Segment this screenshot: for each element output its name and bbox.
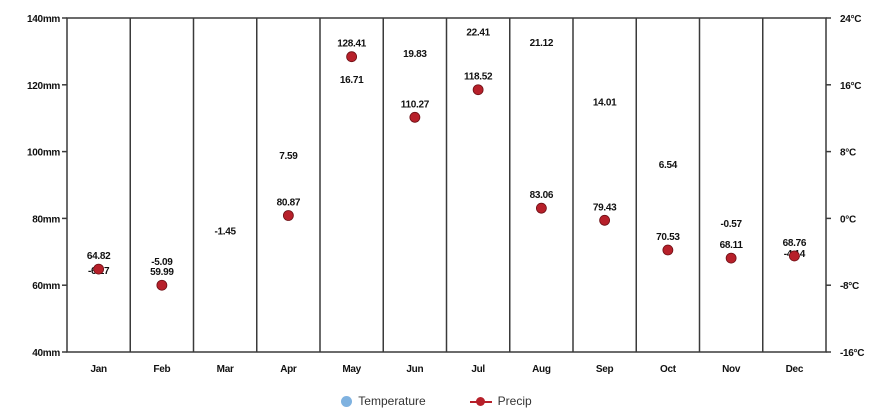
- legend-precip-label: Precip: [497, 394, 532, 408]
- climate-chart: 40mm 60mm 80mm 100mm 120mm 140mm -16°C -8°C 0°C 8…: [27, 14, 865, 375]
- temperature-data-label: -0.57: [720, 219, 742, 230]
- x-axis-tick-label: Apr: [280, 364, 297, 375]
- precip-point: [156, 279, 168, 291]
- legend-temperature-label: Temperature: [358, 394, 426, 408]
- chart-legend: Temperature Precip: [0, 394, 873, 408]
- temperature-data-label: 19.83: [403, 49, 427, 60]
- left-axis-tick-label: 100mm: [27, 148, 60, 159]
- right-axis-tick-label: -16°C: [840, 348, 864, 359]
- precip-data-label: 64.82: [87, 251, 111, 262]
- left-axis-tick-label: 140mm: [27, 14, 60, 25]
- precip-point: [282, 210, 294, 221]
- precip-data-label: 110.27: [401, 99, 430, 110]
- x-axis-tick-label: Jan: [90, 364, 107, 375]
- right-axis-tick-label: 0°C: [840, 214, 856, 225]
- temperature-data-label: 7.59: [279, 151, 298, 162]
- x-axis-tick-label: Jun: [406, 364, 423, 375]
- x-axis-tick-label: Aug: [532, 364, 551, 375]
- precip-point: [346, 51, 358, 63]
- temperature-legend-icon: [341, 395, 353, 407]
- precip-point: [725, 252, 737, 264]
- precip-data-label: 83.06: [530, 190, 554, 201]
- temperature-data-label: 22.41: [466, 27, 490, 38]
- precip-data-label: 59.99: [150, 267, 174, 278]
- precip-point: [662, 244, 674, 256]
- x-axis-tick-label: Feb: [153, 364, 170, 375]
- right-axis-tick-label: 8°C: [840, 148, 856, 159]
- precip-point: [788, 250, 800, 262]
- right-axis-tick-label: 16°C: [840, 81, 861, 92]
- x-axis-tick-label: Mar: [217, 364, 234, 375]
- x-axis-tick-label: Oct: [660, 364, 677, 375]
- precip-data-label: 118.52: [464, 72, 493, 83]
- precip-data-label: 80.87: [277, 197, 301, 208]
- precip-legend-icon: [469, 396, 492, 407]
- precip-point: [535, 202, 547, 214]
- right-axis-tick-label: 24°C: [840, 14, 861, 25]
- left-axis-tick-label: 60mm: [32, 281, 60, 292]
- temperature-data-label: 14.01: [593, 97, 617, 108]
- precip-data-label: 70.53: [656, 232, 680, 243]
- temperature-data-label: 16.71: [340, 75, 364, 86]
- precip-data-label: 128.41: [337, 39, 367, 50]
- x-axis-tick-label: Nov: [722, 364, 741, 375]
- precip-point: [93, 263, 105, 275]
- precip-data-label: 68.11: [720, 240, 744, 251]
- legend-item-precip[interactable]: Precip: [469, 394, 532, 408]
- precip-point: [409, 111, 421, 123]
- left-axis-tick-label: 40mm: [32, 348, 60, 359]
- left-axis-tick-label: 120mm: [27, 81, 60, 92]
- temperature-data-label: 21.12: [530, 38, 554, 49]
- temperature-data-label: 6.54: [659, 160, 678, 171]
- precip-data-label: 68.76: [783, 238, 807, 249]
- right-axis-tick-label: -8°C: [840, 281, 859, 292]
- temperature-data-label: -5.09: [151, 257, 173, 268]
- x-axis-tick-label: Dec: [786, 364, 804, 375]
- temperature-data-label: -1.45: [214, 227, 236, 238]
- x-axis-tick-label: Sep: [596, 364, 614, 375]
- precip-point: [472, 84, 484, 96]
- legend-item-temperature[interactable]: Temperature: [341, 394, 426, 408]
- x-axis-tick-label: Jul: [471, 364, 485, 375]
- x-axis-tick-label: May: [342, 364, 361, 375]
- precip-point: [599, 214, 611, 226]
- left-axis-tick-label: 80mm: [32, 214, 60, 225]
- precip-data-label: 79.43: [593, 202, 617, 213]
